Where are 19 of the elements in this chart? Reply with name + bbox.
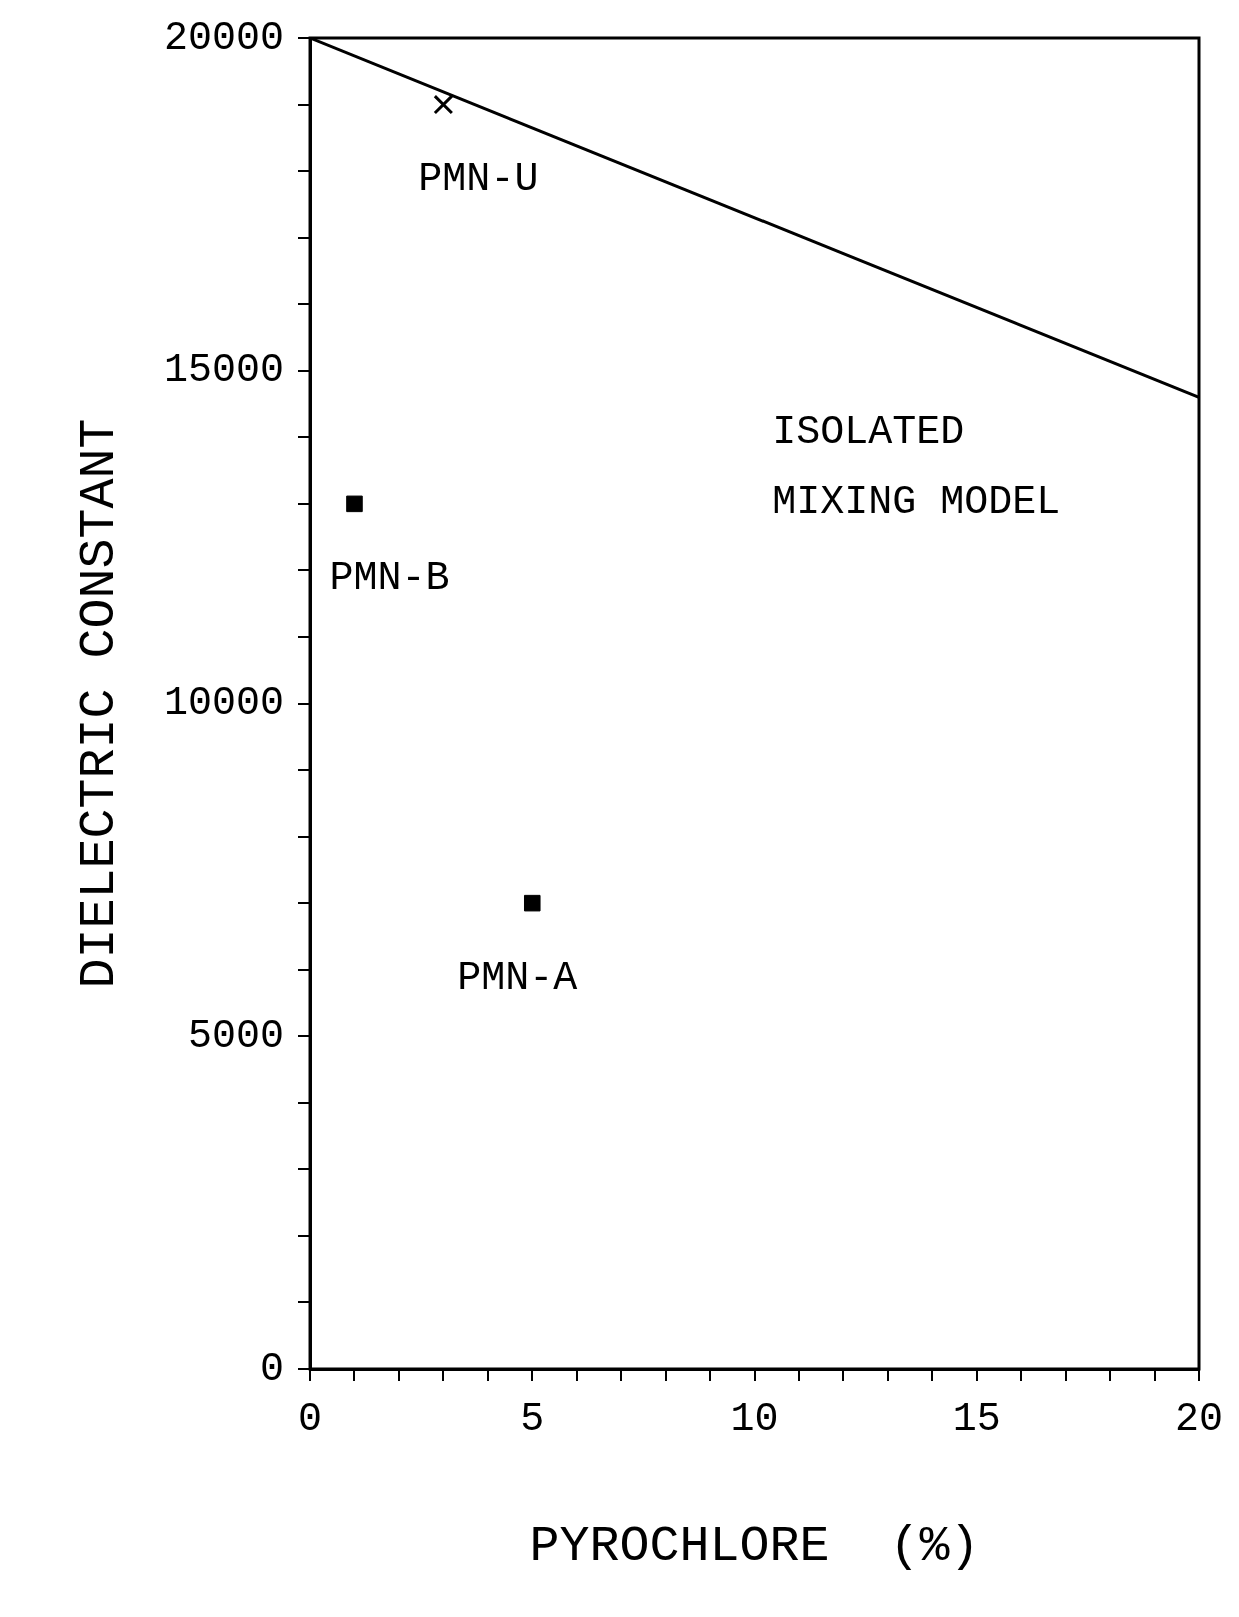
- x-axis-title: PYROCHLORE (%): [529, 1518, 980, 1576]
- point: [346, 495, 363, 513]
- x-tick-label: 5: [520, 1396, 545, 1442]
- x-tick-label: 0: [298, 1396, 323, 1442]
- annotation: PMN-U: [418, 157, 539, 203]
- y-tick-label: 10000: [163, 681, 285, 727]
- y-tick-label: 0: [260, 1346, 285, 1392]
- y-axis-title: DIELECTRIC CONSTANT: [71, 418, 129, 989]
- point: [523, 894, 541, 912]
- x-tick-label: 20: [1174, 1396, 1224, 1442]
- x-tick-label: 10: [730, 1396, 779, 1442]
- series-label: ISOLATED MIXING MODEL: [772, 409, 1061, 525]
- x-tick-label: 15: [952, 1396, 1001, 1442]
- y-tick-label: 20000: [163, 15, 285, 61]
- point: [433, 94, 454, 115]
- y-tick-label: 15000: [163, 348, 285, 394]
- annotation: PMN-A: [457, 955, 578, 1001]
- annotation: PMN-B: [329, 556, 450, 602]
- y-tick-label: 5000: [188, 1013, 285, 1059]
